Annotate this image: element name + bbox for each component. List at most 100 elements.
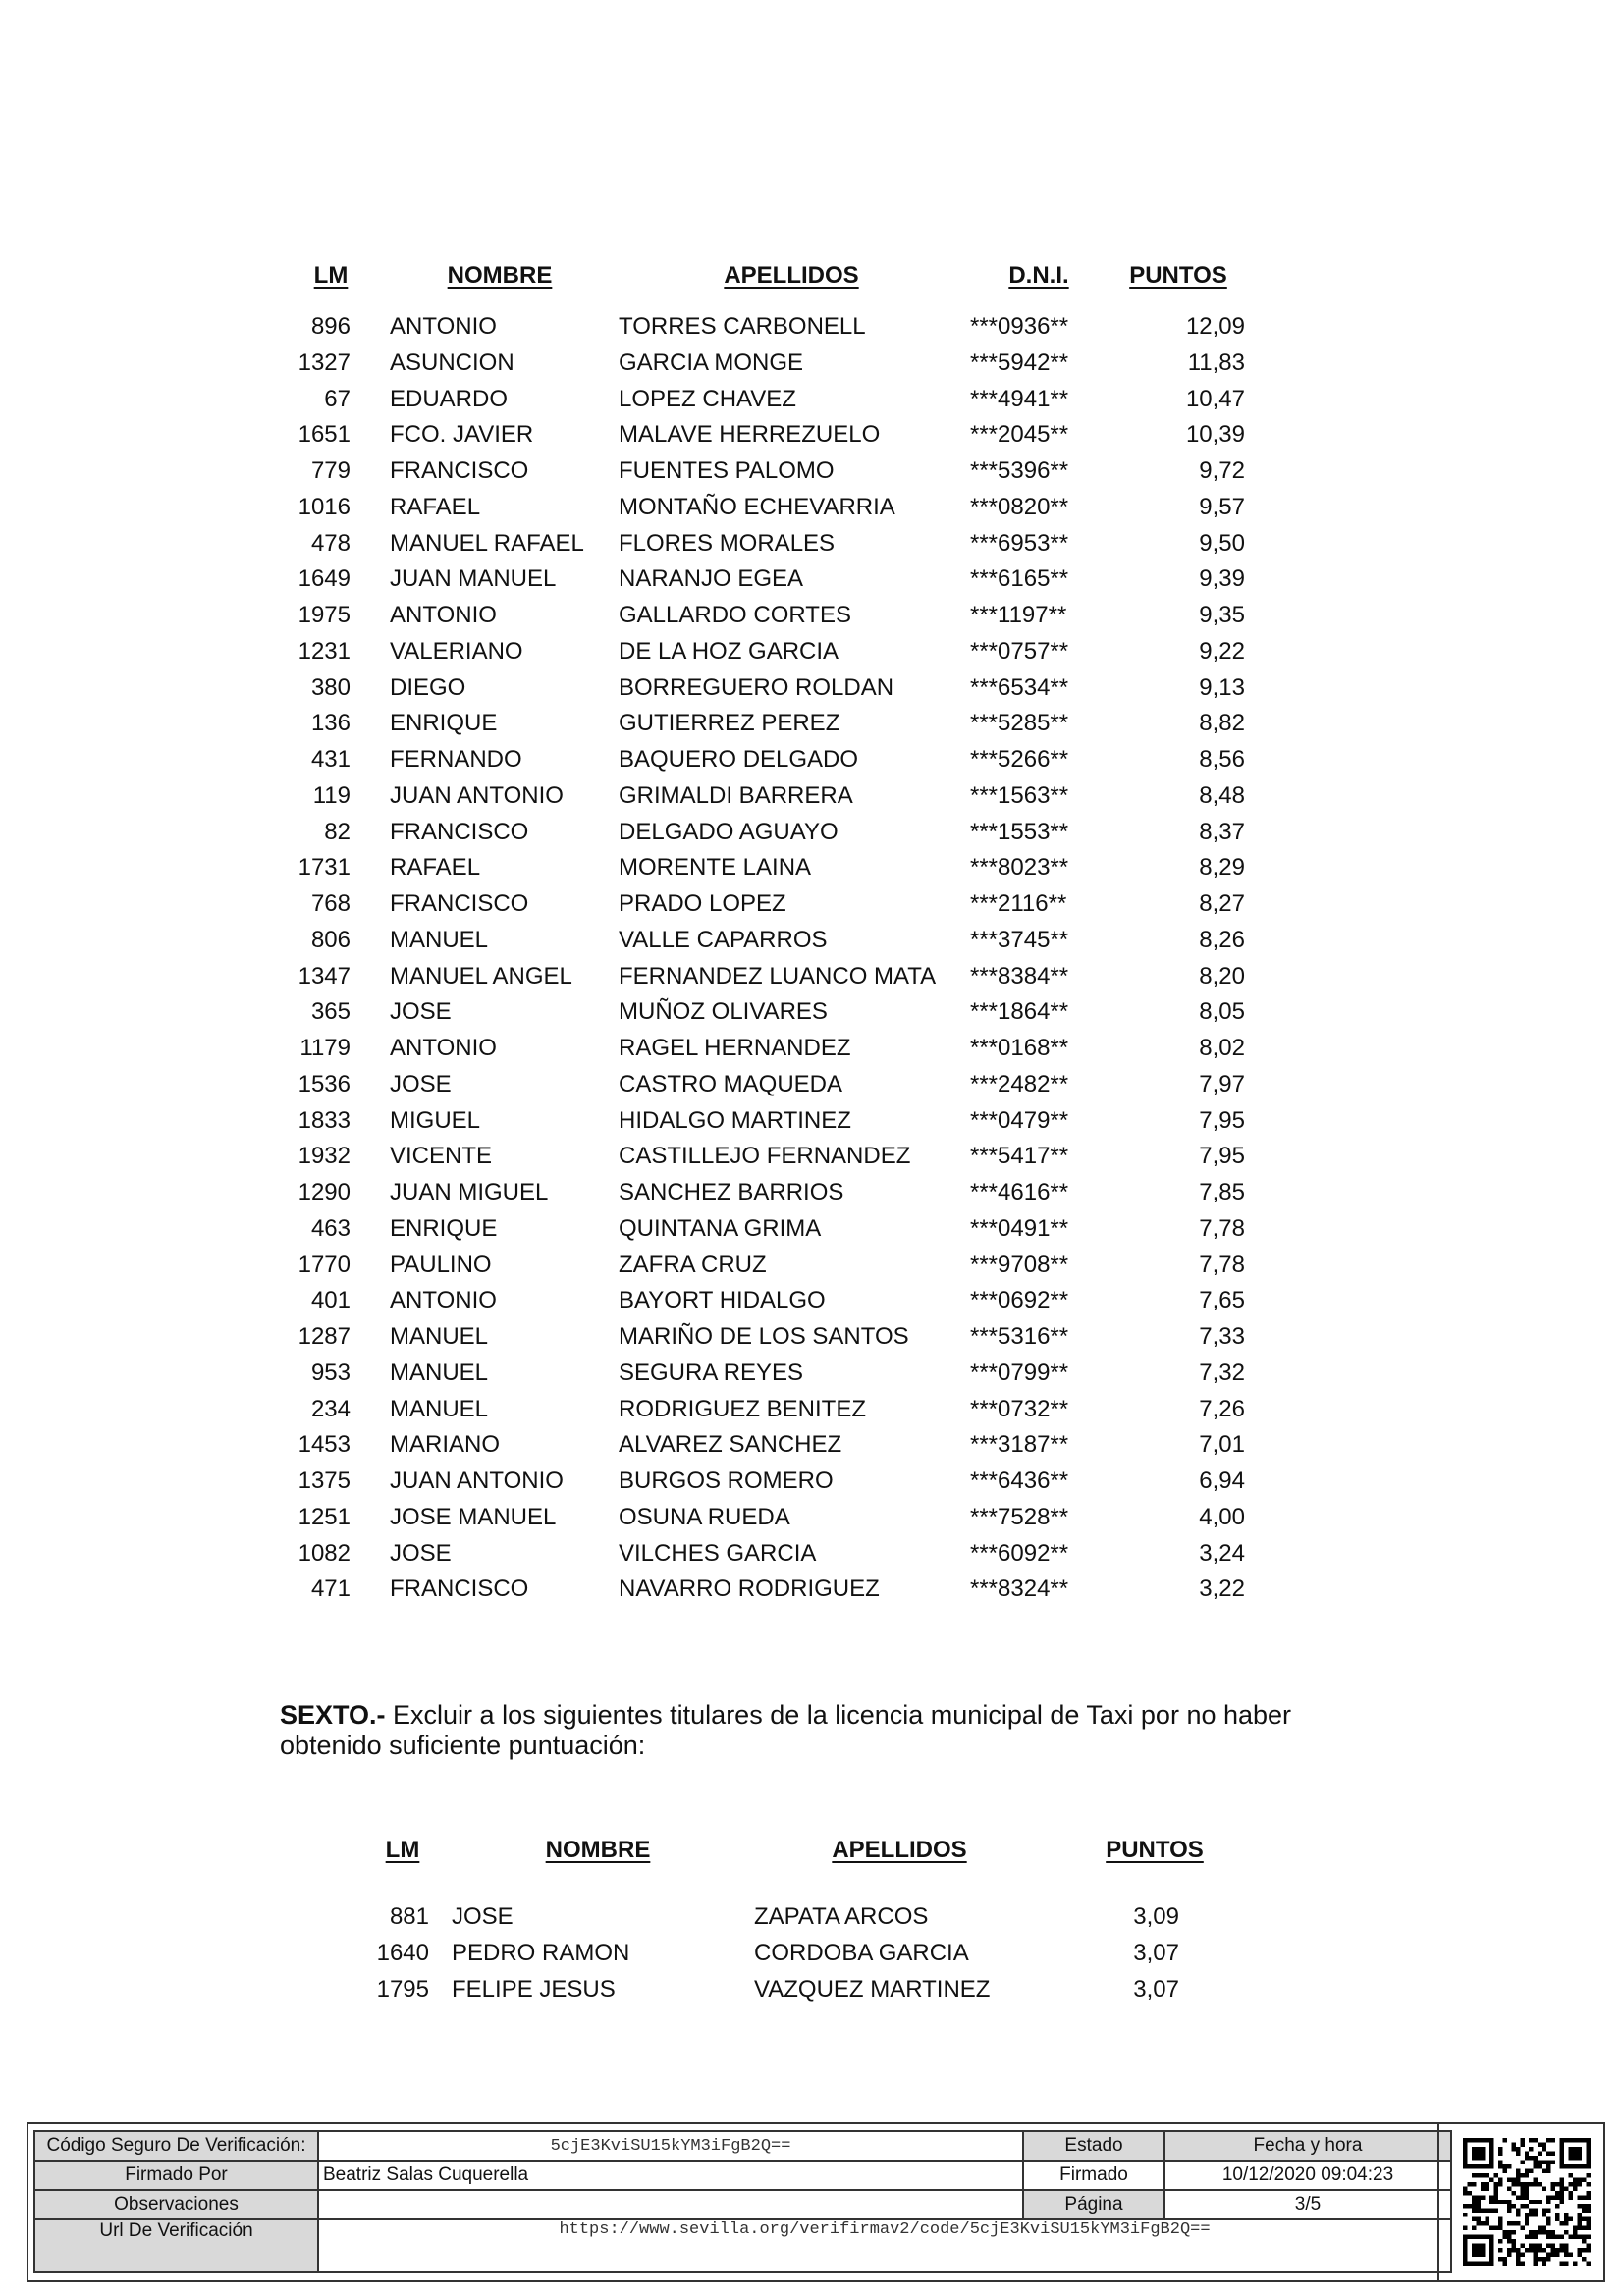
cell-puntos: 9,50	[1199, 529, 1245, 557]
cell-lm: 953	[310, 1359, 351, 1386]
cell-apellidos: VAZQUEZ MARTINEZ	[754, 1976, 991, 2002]
cell-puntos: 7,33	[1199, 1323, 1245, 1350]
cell-apellidos: BAQUERO DELGADO	[619, 746, 859, 773]
divider	[1437, 2124, 1439, 2280]
cell-lm: 119	[312, 781, 351, 809]
cell-puntos: 3,07	[1133, 1940, 1179, 1966]
cell-nombre: JOSE MANUEL	[390, 1503, 557, 1530]
cell-lm: 896	[310, 313, 351, 340]
cell-lm: 1347	[298, 962, 351, 989]
cell-apellidos: VALLE CAPARROS	[619, 926, 828, 953]
header2-lm: LM	[385, 1837, 420, 1863]
cell-nombre: MANUEL ANGEL	[390, 962, 572, 989]
cell-lm: 1975	[298, 602, 351, 628]
cell-dni: ***1563**	[970, 781, 1069, 809]
cell-nombre: RAFAEL	[390, 493, 481, 520]
cell-apellidos: MONTAÑO ECHEVARRIA	[619, 493, 895, 520]
firmado-por-value: Beatriz Salas Cuquerella	[317, 2160, 1024, 2191]
cell-lm: 1640	[376, 1940, 429, 1966]
cell-dni: ***8384**	[970, 962, 1069, 989]
cell-puntos: 7,01	[1199, 1431, 1245, 1459]
cell-lm: 1833	[298, 1106, 351, 1134]
cell-nombre: VICENTE	[390, 1143, 493, 1170]
cell-apellidos: ZAPATA ARCOS	[754, 1903, 929, 1930]
cell-puntos: 7,32	[1199, 1359, 1245, 1386]
cell-apellidos: TORRES CARBONELL	[619, 313, 866, 340]
cell-apellidos: VILCHES GARCIA	[619, 1539, 817, 1567]
cell-dni: ***8324**	[970, 1575, 1069, 1603]
cell-lm: 234	[310, 1395, 351, 1422]
cell-puntos: 7,65	[1199, 1287, 1245, 1314]
header2-nombre: NOMBRE	[545, 1837, 651, 1863]
cell-nombre: JUAN ANTONIO	[390, 1468, 564, 1494]
cell-dni: ***0732**	[970, 1395, 1069, 1422]
cell-puntos: 12,09	[1185, 313, 1245, 340]
cell-dni: ***0936**	[970, 313, 1069, 340]
cell-nombre: JOSE	[390, 998, 452, 1026]
cell-dni: ***5396**	[970, 457, 1069, 484]
csv-value: 5cjE3KviSU15kYM3iFgB2Q==	[317, 2130, 1024, 2162]
cell-apellidos: CASTRO MAQUEDA	[619, 1070, 843, 1097]
cell-dni: ***0491**	[970, 1214, 1069, 1242]
cell-dni: ***0479**	[970, 1106, 1069, 1134]
cell-lm: 82	[324, 818, 351, 845]
fecha-value: 10/12/2020 09:04:23	[1163, 2160, 1452, 2191]
cell-lm: 1795	[376, 1976, 429, 2002]
cell-nombre: PAULINO	[390, 1251, 492, 1278]
cell-apellidos: MORENTE LAINA	[619, 854, 812, 881]
cell-lm: 1731	[298, 854, 351, 881]
cell-dni: ***1864**	[970, 998, 1069, 1026]
header-apellidos: APELLIDOS	[724, 262, 859, 289]
cell-puntos: 10,39	[1185, 421, 1245, 449]
cell-apellidos: NAVARRO RODRIGUEZ	[619, 1575, 880, 1603]
cell-dni: ***3187**	[970, 1431, 1069, 1459]
cell-puntos: 8,26	[1199, 926, 1245, 953]
cell-dni: ***2116**	[970, 890, 1067, 917]
cell-puntos: 3,09	[1133, 1903, 1179, 1930]
cell-lm: 1016	[298, 493, 351, 520]
header2-puntos: PUNTOS	[1106, 1837, 1204, 1863]
cell-dni: ***6534**	[970, 673, 1069, 701]
qr-code-icon	[1463, 2138, 1591, 2266]
cell-puntos: 9,13	[1199, 673, 1245, 701]
cell-nombre: ENRIQUE	[390, 710, 498, 737]
cell-apellidos: MUÑOZ OLIVARES	[619, 998, 828, 1026]
cell-apellidos: MALAVE HERREZUELO	[619, 421, 881, 449]
cell-puntos: 9,39	[1199, 565, 1245, 593]
cell-apellidos: RAGEL HERNANDEZ	[619, 1035, 851, 1061]
cell-dni: ***4616**	[970, 1179, 1069, 1205]
cell-dni: ***2045**	[970, 421, 1069, 449]
cell-nombre: JUAN MANUEL	[390, 565, 557, 593]
cell-dni: ***1553**	[970, 818, 1069, 845]
cell-apellidos: DE LA HOZ GARCIA	[619, 637, 839, 665]
cell-puntos: 8,02	[1199, 1035, 1245, 1061]
header2-apellidos: APELLIDOS	[832, 1837, 967, 1863]
cell-puntos: 3,07	[1133, 1976, 1179, 2002]
cell-apellidos: FUENTES PALOMO	[619, 457, 835, 484]
cell-nombre: ASUNCION	[390, 348, 514, 376]
cell-nombre: PEDRO RAMON	[452, 1940, 630, 1966]
cell-nombre: DIEGO	[390, 673, 466, 701]
cell-apellidos: BAYORT HIDALGO	[619, 1287, 826, 1314]
cell-dni: ***0799**	[970, 1359, 1069, 1386]
url-value[interactable]: https://www.sevilla.org/verifirmav2/code…	[317, 2218, 1452, 2273]
cell-puntos: 7,78	[1199, 1214, 1245, 1242]
cell-nombre: ANTONIO	[390, 1287, 497, 1314]
cell-dni: ***6165**	[970, 565, 1069, 593]
cell-dni: ***8023**	[970, 854, 1069, 881]
cell-apellidos: CASTILLEJO FERNANDEZ	[619, 1143, 911, 1170]
cell-dni: ***2482**	[970, 1070, 1069, 1097]
estado-value: Firmado	[1022, 2160, 1165, 2191]
verification-footer: Código Seguro De Verificación: 5cjE3KviS…	[27, 2122, 1605, 2282]
cell-nombre: FRANCISCO	[390, 890, 529, 917]
cell-apellidos: HIDALGO MARTINEZ	[619, 1106, 851, 1134]
cell-nombre: JOSE	[452, 1903, 514, 1930]
csv-label: Código Seguro De Verificación:	[33, 2130, 319, 2162]
cell-apellidos: NARANJO EGEA	[619, 565, 804, 593]
cell-dni: ***5316**	[970, 1323, 1069, 1350]
cell-lm: 1082	[298, 1539, 351, 1567]
cell-lm: 1290	[298, 1179, 351, 1205]
cell-nombre: MANUEL	[390, 926, 489, 953]
cell-puntos: 9,57	[1199, 493, 1245, 520]
cell-apellidos: SANCHEZ BARRIOS	[619, 1179, 844, 1205]
